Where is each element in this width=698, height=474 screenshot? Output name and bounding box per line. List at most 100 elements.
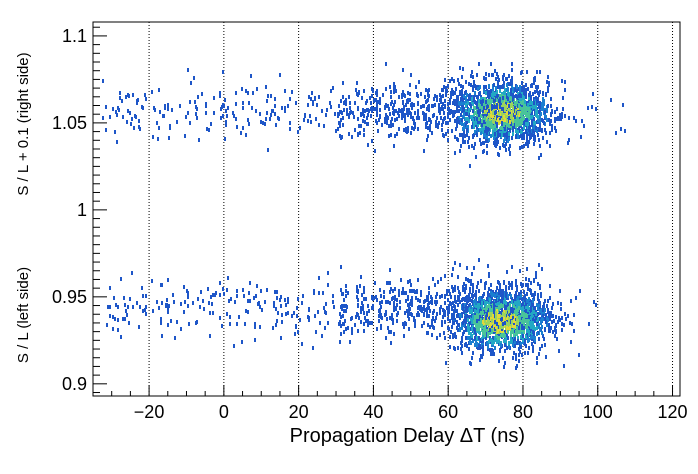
heatmap-cell [561,112,563,116]
heatmap-cell [521,114,523,118]
heatmap-cell [384,117,386,121]
heatmap-cell [434,103,436,107]
heatmap-cell [423,117,425,121]
heatmap-cell [505,285,507,289]
heatmap-cell [367,108,369,112]
heatmap-cell [477,315,479,319]
heatmap-cell [359,131,361,135]
heatmap-cell [164,106,166,110]
heatmap-cell [489,104,491,108]
heatmap-cell [449,111,451,115]
heatmap-cell [507,294,509,298]
heatmap-cell [413,119,415,123]
heatmap-cell [471,144,473,148]
heatmap-cell [219,316,221,320]
heatmap-cell [241,87,243,91]
heatmap-cell [376,327,378,331]
heatmap-cell [514,337,516,341]
heatmap-cell [495,316,497,320]
heatmap-cell [167,107,169,111]
heatmap-cell [525,95,527,99]
heatmap-cell [536,70,538,74]
heatmap-cell [432,317,434,321]
heatmap-cell [417,306,419,310]
heatmap-cell [384,313,386,317]
heatmap-cell [381,123,383,127]
heatmap-cell [538,325,540,329]
heatmap-cell [438,103,440,107]
heatmap-cell [527,103,529,107]
heatmap-cell [208,301,210,305]
heatmap-cell [495,77,497,81]
heatmap-cell [441,294,443,298]
heatmap-cell [408,305,410,309]
heatmap-cell [476,285,478,289]
heatmap-cell [592,92,594,96]
heatmap-cell [462,115,464,119]
heatmap-cell [542,314,544,318]
heatmap-cell [468,109,470,113]
heatmap-cell [563,364,565,368]
heatmap-cell [228,299,230,303]
heatmap-cell [525,83,527,87]
heatmap-cell [287,300,289,304]
heatmap-cell [470,115,472,119]
heatmap-cell [392,321,394,325]
heatmap-cell [528,126,530,130]
heatmap-cell [499,325,501,329]
heatmap-cell [184,134,186,138]
heatmap-cell [538,93,540,97]
heatmap-cell [500,303,502,307]
heatmap-cell [545,131,547,135]
heatmap-cell [427,105,429,109]
heatmap-cell [486,306,488,310]
heatmap-cell [459,327,461,331]
heatmap-cell [550,112,552,116]
heatmap-cell [213,111,215,115]
heatmap-cell [463,130,465,134]
heatmap-cell [363,114,365,118]
heatmap-cell [360,306,362,310]
heatmap-cell [472,351,474,355]
heatmap-cell [550,119,552,123]
heatmap-cell [536,356,538,360]
heatmap-cell [569,321,571,325]
heatmap-cell [491,104,493,108]
heatmap-cell [242,288,244,292]
heatmap-cell [430,120,432,124]
heatmap-cell [519,330,521,334]
heatmap-cell [539,347,541,351]
heatmap-cell [124,317,126,321]
heatmap-cell [187,304,189,308]
heatmap-cell [410,312,412,316]
heatmap-cell [462,127,464,131]
heatmap-cell [546,118,548,122]
heatmap-cell [358,124,360,128]
heatmap-cell [371,94,373,98]
heatmap-cell [493,340,495,344]
heatmap-cell [357,303,359,307]
heatmap-cell [560,307,562,311]
heatmap-cell [492,73,494,77]
heatmap-cell [497,75,499,79]
heatmap-cell [492,126,494,130]
heatmap-cell [462,98,464,102]
heatmap-cell [380,305,382,309]
heatmap-cell [397,311,399,315]
heatmap-cell [225,109,227,113]
heatmap-cell [530,134,532,138]
heatmap-cell [301,342,303,346]
heatmap-cell [133,126,135,130]
heatmap-cell [449,118,451,122]
heatmap-cell [620,127,622,131]
heatmap-cell [115,110,117,114]
heatmap-cell [549,329,551,333]
heatmap-cell [565,317,567,321]
heatmap-cell [229,322,231,326]
heatmap-cell [436,95,438,99]
heatmap-cell [461,75,463,79]
heatmap-cell [468,97,470,101]
y-axis-label-upper: S / L + 0.1 (right side) [15,52,32,195]
heatmap-cell [289,121,291,125]
heatmap-cell [373,99,375,103]
